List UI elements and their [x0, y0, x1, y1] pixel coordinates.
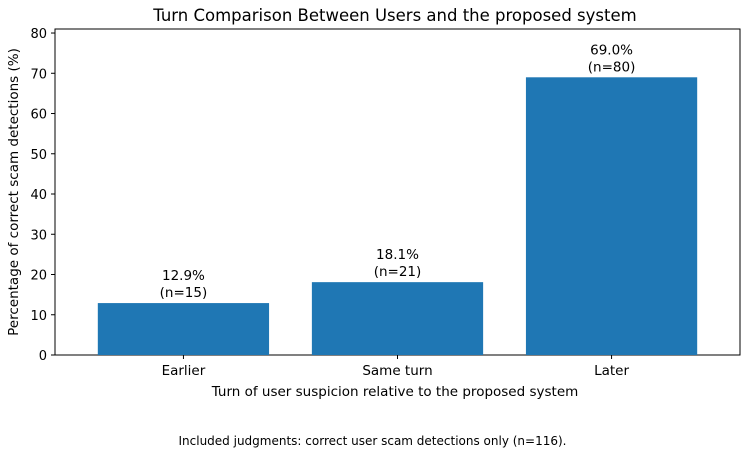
- tick-labels: 0 10 20 30 40 50 60 70 80 Earlier Same turn Later: [30, 27, 629, 379]
- footnote: Included judgments: correct user scam de…: [178, 434, 567, 448]
- data-label-count: (n=21): [374, 264, 422, 280]
- bars: [97, 77, 698, 355]
- data-label-value: 18.1%: [376, 247, 419, 263]
- y-tick-label: 40: [30, 188, 47, 203]
- bar-later: [525, 77, 698, 355]
- data-label-count: (n=80): [588, 59, 636, 75]
- x-axis-label: Turn of user suspicion relative to the p…: [211, 384, 579, 400]
- chart-title: Turn Comparison Between Users and the pr…: [152, 6, 636, 25]
- y-tick-label: 20: [30, 269, 47, 284]
- y-tick-label: 80: [30, 27, 47, 42]
- y-tick-label: 10: [30, 309, 47, 324]
- data-label-value: 12.9%: [162, 268, 205, 284]
- data-label-value: 69.0%: [590, 42, 633, 58]
- bar-same-turn: [311, 282, 484, 355]
- x-tick-label: Earlier: [162, 363, 206, 379]
- y-axis-label: Percentage of correct scam detections (%…: [6, 48, 22, 336]
- bar-earlier: [97, 303, 270, 355]
- y-tick-label: 50: [30, 148, 47, 163]
- y-tick-label: 0: [39, 349, 47, 364]
- x-tick-label: Later: [594, 363, 629, 379]
- data-label-count: (n=15): [160, 285, 208, 301]
- y-tick-label: 30: [30, 228, 47, 243]
- y-tick-label: 60: [30, 108, 47, 123]
- data-labels: 12.9%(n=15) 18.1%(n=21) 69.0%(n=80): [160, 42, 636, 301]
- x-tick-label: Same turn: [362, 363, 432, 379]
- y-tick-label: 70: [30, 67, 47, 82]
